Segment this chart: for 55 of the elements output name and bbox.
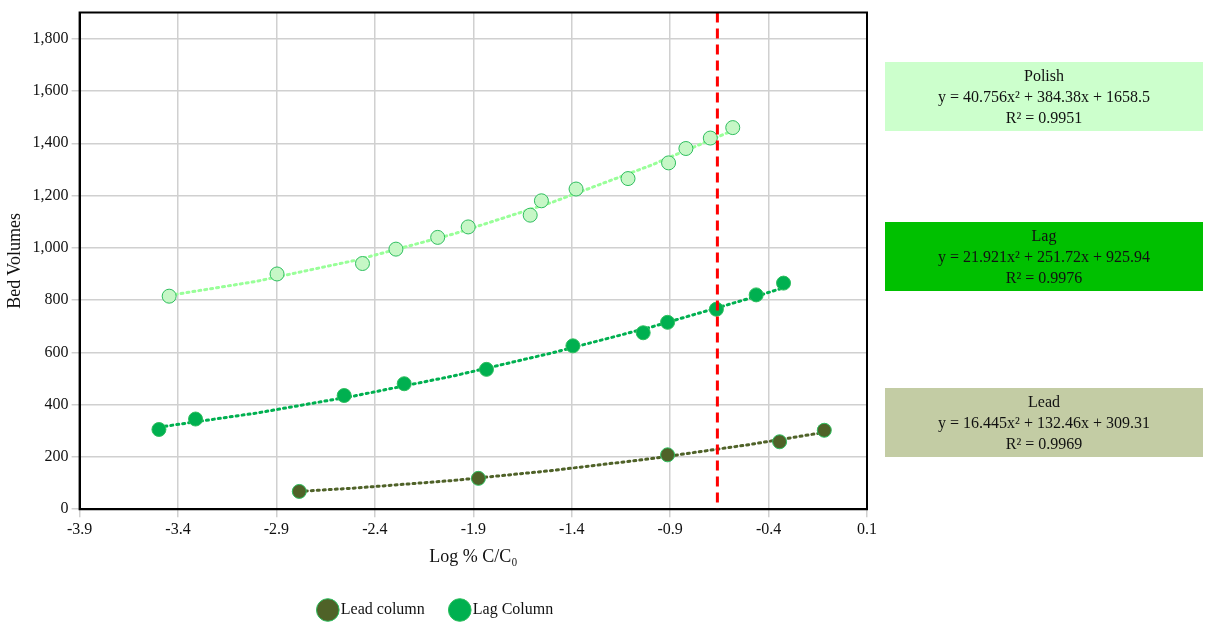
point bbox=[748, 287, 764, 303]
y-tick-label: 1,400 bbox=[32, 133, 69, 151]
point bbox=[678, 141, 694, 157]
point bbox=[660, 447, 676, 463]
y-tick-label: 600 bbox=[44, 342, 69, 360]
point bbox=[269, 266, 285, 282]
text: Polish y = 40.756x² + 384.38x + 1658.5 R² = 0.9951 bbox=[885, 62, 1203, 131]
y-tick-label: 1,000 bbox=[32, 238, 69, 256]
point bbox=[151, 421, 167, 437]
y-tick-label: 200 bbox=[44, 447, 69, 465]
point bbox=[772, 434, 788, 450]
x-tick-label: -3.4 bbox=[165, 520, 191, 537]
point bbox=[188, 411, 204, 427]
y-tick-label: 1,600 bbox=[32, 81, 69, 99]
point bbox=[470, 470, 486, 486]
point bbox=[522, 207, 538, 223]
point bbox=[620, 171, 636, 187]
point bbox=[354, 256, 370, 272]
point bbox=[336, 388, 352, 404]
x-tick-label: -0.9 bbox=[657, 520, 683, 537]
x-tick-label: -3.9 bbox=[66, 520, 93, 537]
point bbox=[635, 325, 651, 341]
x-axis-title: Log % C/C₀ bbox=[429, 545, 518, 566]
x-tick-label: 0.1 bbox=[857, 520, 877, 537]
legend-label: Lead column bbox=[340, 600, 425, 618]
y-tick-label: 800 bbox=[44, 290, 69, 308]
y-tick-label: 1,800 bbox=[32, 28, 69, 46]
point bbox=[816, 422, 832, 438]
point bbox=[478, 361, 494, 377]
legend-label: Lag Column bbox=[472, 600, 554, 619]
point bbox=[565, 338, 581, 354]
x-tick-label: -2.9 bbox=[263, 520, 290, 537]
text: Lead y = 16.445x² + 132.46x + 309.31 R² = 0.9969 bbox=[885, 388, 1203, 457]
point bbox=[702, 130, 718, 146]
y-tick-label: 1,200 bbox=[32, 185, 69, 203]
text: Lag y = 21.921x² + 251.72x + 925.94 R² = 0.9976 bbox=[885, 222, 1203, 291]
y-tick-label: 400 bbox=[44, 394, 69, 412]
point bbox=[430, 229, 446, 245]
x-tick-label: -1.9 bbox=[460, 520, 486, 537]
point bbox=[661, 155, 677, 171]
x-tick-label: -0.4 bbox=[755, 520, 782, 537]
point bbox=[660, 314, 676, 330]
point bbox=[396, 376, 412, 392]
point bbox=[388, 241, 404, 257]
point bbox=[460, 219, 476, 235]
point bbox=[725, 120, 741, 136]
point bbox=[533, 193, 549, 209]
point bbox=[291, 483, 307, 499]
x-tick-label: -1.4 bbox=[559, 520, 585, 537]
y-tick-label: 0 bbox=[60, 499, 69, 517]
x-tick-label: -2.4 bbox=[362, 520, 388, 537]
point bbox=[161, 288, 177, 304]
point bbox=[568, 181, 584, 197]
point bbox=[776, 275, 792, 291]
y-axis-title: Bed Volumes bbox=[3, 212, 24, 309]
